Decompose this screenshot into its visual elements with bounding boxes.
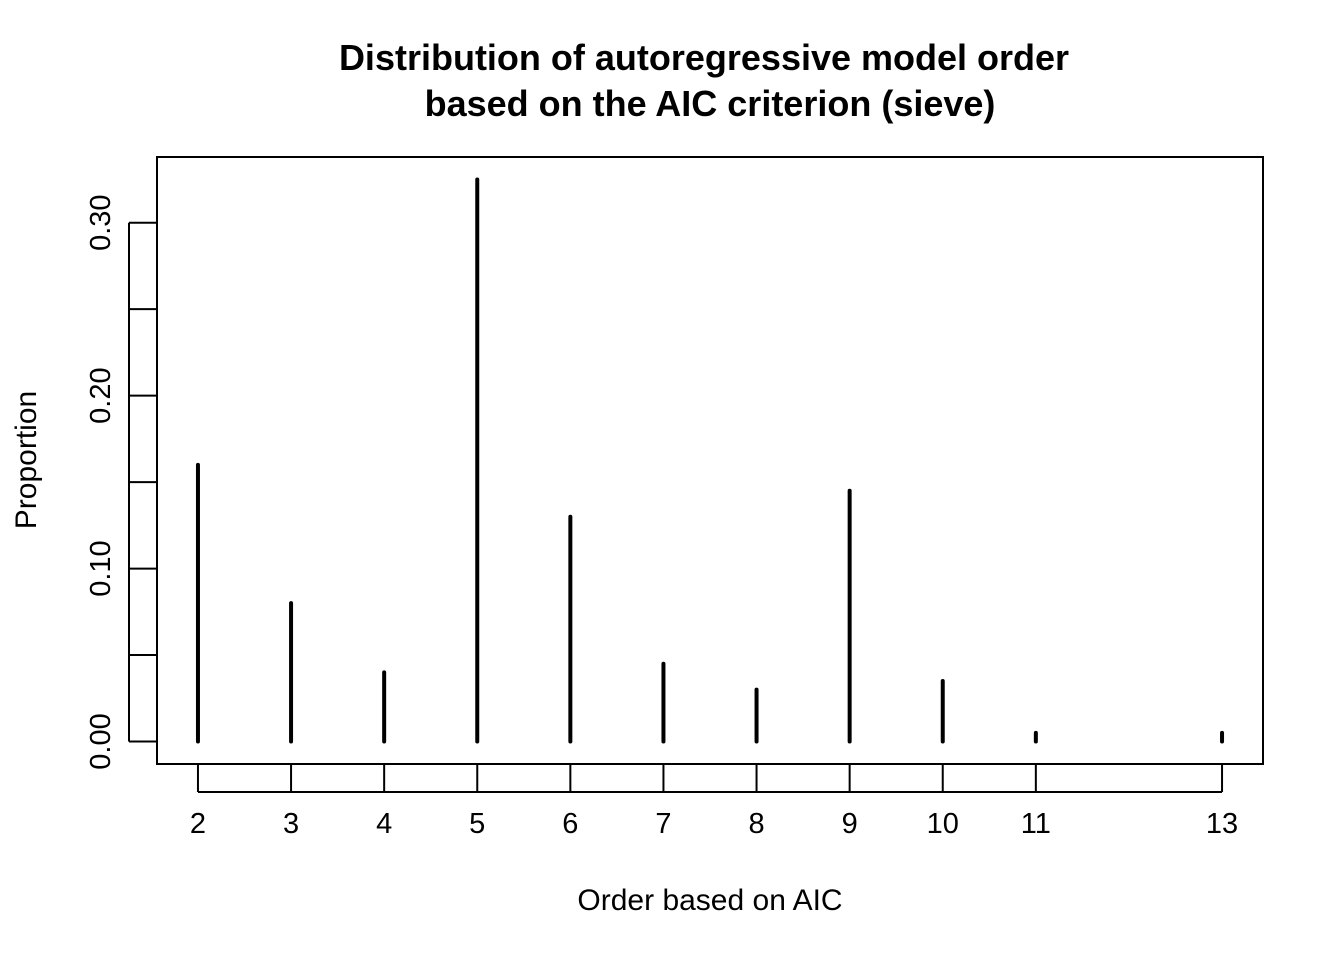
x-tick-label: 11 — [1021, 808, 1051, 840]
y-axis-label: Proportion — [10, 391, 43, 529]
y-tick-label: 0.20 — [85, 367, 117, 423]
x-tick-label: 3 — [283, 808, 299, 840]
x-axis: 2 3 4 5 6 7 8 9 10 11 13 — [190, 764, 1238, 840]
x-tick-label: 9 — [842, 808, 858, 840]
bars — [195, 177, 1225, 744]
x-tick-label: 10 — [927, 808, 959, 840]
chart-title-line-1: Distribution of autoregressive model ord… — [339, 37, 1069, 78]
x-tick-label: 7 — [655, 808, 671, 840]
x-tick-label: 5 — [469, 808, 485, 840]
x-tick-label: 6 — [562, 808, 578, 840]
y-axis: 0.00 0.10 0.20 0.30 — [85, 194, 157, 770]
x-axis-label: Order based on AIC — [577, 884, 842, 917]
plot-frame — [156, 156, 1264, 765]
y-tick-label: 0.30 — [85, 194, 117, 250]
x-tick-label: 4 — [376, 808, 392, 840]
x-tick-label: 2 — [190, 808, 206, 840]
x-tick-label: 13 — [1206, 808, 1238, 840]
chart-title-line-2: based on the AIC criterion (sieve) — [425, 83, 996, 124]
x-tick-label: 8 — [748, 808, 764, 840]
y-tick-label: 0.10 — [85, 540, 117, 596]
y-tick-label: 0.00 — [85, 713, 117, 769]
